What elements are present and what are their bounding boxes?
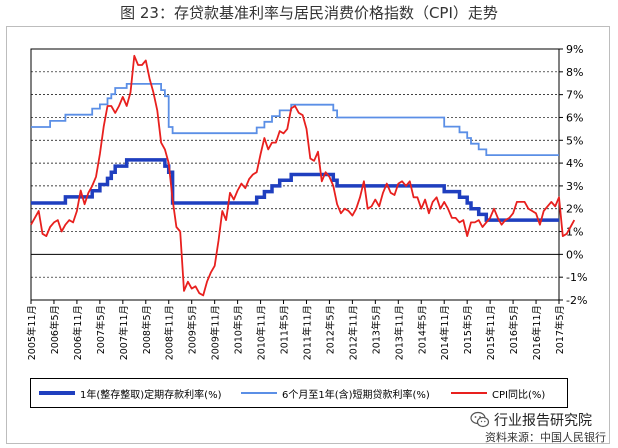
legend-label-deposit: 1年(整存整取)定期存款利率(%) (80, 389, 222, 401)
y-tick-label: 6% (566, 111, 583, 124)
y-tick-label: 3% (566, 180, 583, 193)
wechat-watermark: 行业报告研究院 (470, 410, 592, 430)
x-axis-tick-labels: 2005年11月 2006年5月 2006年11月 2007年5月 2007年11月 20… (26, 305, 566, 360)
page-title: 图 23：存贷款基准利率与居民消费价格指数（CPI）走势 (120, 4, 498, 22)
y-tick-label: 2% (566, 203, 583, 216)
x-tick-label: 2012年11月 (347, 305, 359, 360)
legend-label-cpi: CPI同比(%) (492, 389, 546, 401)
legend-item-cpi: CPI同比(%) (451, 379, 545, 407)
x-tick-label: 2011年5月 (279, 305, 291, 354)
y-tick-label: 7% (566, 89, 583, 102)
y-tick-label: 8% (566, 66, 583, 79)
x-tick-label: 2013年5月 (370, 305, 382, 354)
chart-frame (6, 26, 610, 444)
x-tick-label: 2005年11月 (26, 305, 38, 360)
y-tick-label: 4% (566, 157, 583, 170)
wechat-icon (470, 411, 490, 428)
x-tick-label: 2008年11月 (164, 305, 176, 360)
legend-label-loan: 6个月至1年(含)短期贷款利率(%) (282, 389, 430, 401)
x-tick-label: 2010年11月 (256, 305, 268, 360)
series-lines (30, 54, 576, 297)
series-line-deposit-rate (31, 158, 559, 222)
y-tick-label: -1% (566, 271, 587, 284)
x-tick-label: 2016年5月 (508, 305, 520, 354)
x-tick-label: 2009年11月 (210, 305, 222, 360)
y-tick-label: -2% (566, 294, 587, 307)
x-tick-label: 2007年11月 (118, 305, 130, 360)
x-tick-label: 2010年5月 (233, 305, 245, 354)
x-tick-label: 2006年5月 (49, 305, 61, 354)
x-tick-label: 2013年11月 (393, 305, 405, 360)
legend-swatch-deposit (39, 391, 75, 395)
x-tick-label: 2017年5月 (554, 305, 566, 354)
legend-item-deposit: 1年(整存整取)定期存款利率(%) (39, 379, 221, 407)
legend: 1年(整存整取)定期存款利率(%) 6个月至1年(含)短期贷款利率(%) CPI… (30, 378, 568, 408)
y-axis-tick-labels: -2%-1%0%1%2%3%4%5%6%7%8%9% (566, 43, 587, 307)
legend-swatch-loan (241, 392, 277, 394)
x-tick-label: 2007年5月 (95, 305, 107, 354)
x-tick-label: 2011年11月 (301, 305, 313, 360)
legend-swatch-cpi (451, 392, 487, 394)
x-tick-label: 2014年11月 (439, 305, 451, 360)
y-tick-label: 5% (566, 134, 583, 147)
x-tick-label: 2014年5月 (416, 305, 428, 354)
x-tick-label: 2015年11月 (485, 305, 497, 360)
legend-item-loan: 6个月至1年(含)短期贷款利率(%) (241, 379, 430, 407)
x-tick-label: 2012年5月 (324, 305, 336, 354)
x-tick-label: 2009年5月 (187, 305, 199, 354)
wechat-watermark-text: 行业报告研究院 (494, 413, 592, 429)
y-tick-label: 0% (566, 248, 583, 261)
source-note: 资料来源：中国人民银行 (485, 431, 606, 444)
plot-area (30, 48, 560, 301)
x-tick-label: 2008年5月 (141, 305, 153, 354)
series-line-cpi (30, 54, 576, 297)
x-tick-label: 2016年11月 (531, 305, 543, 360)
x-tick-label: 2006年11月 (72, 305, 84, 360)
series-line-loan-rate (31, 83, 559, 156)
x-tick-label: 2015年5月 (462, 305, 474, 354)
y-tick-label: 9% (566, 43, 583, 56)
